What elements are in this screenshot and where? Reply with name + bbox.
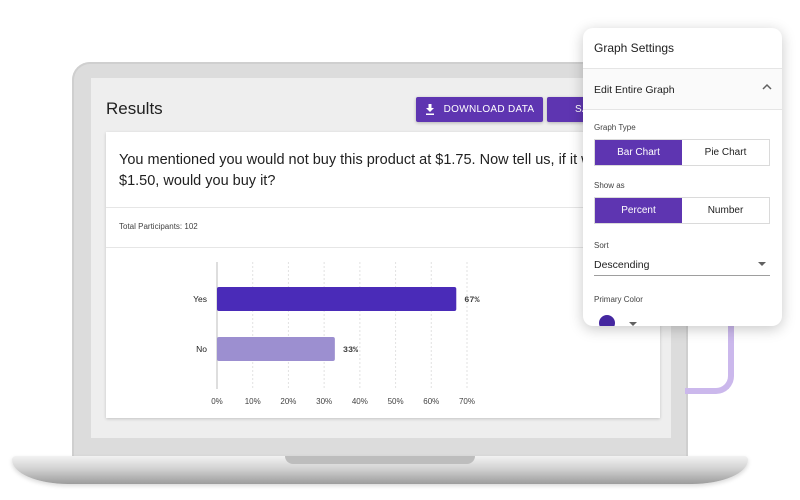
number-option[interactable]: Number: [682, 198, 769, 223]
laptop-screen: Results DOWNLOAD DATA SA You mentioned y…: [91, 78, 671, 438]
bar-yes: [217, 287, 457, 311]
x-tick-label: 10%: [245, 397, 261, 406]
bar-chart-option[interactable]: Bar Chart: [595, 140, 682, 165]
pie-chart-option[interactable]: Pie Chart: [682, 140, 769, 165]
show-as-toggle: Percent Number: [594, 197, 770, 224]
category-label: No: [196, 344, 207, 354]
chevron-up-icon[interactable]: [761, 81, 773, 93]
divider: [106, 207, 660, 208]
laptop-notch: [285, 456, 475, 464]
data-label: 33%: [343, 345, 359, 355]
sort-select[interactable]: Descending: [594, 259, 650, 271]
show-as-label: Show as: [594, 181, 625, 190]
graph-settings-panel: Graph Settings Edit Entire Graph Graph T…: [583, 28, 782, 326]
sort-label: Sort: [594, 241, 609, 250]
divider: [106, 247, 660, 248]
edit-entire-graph-header[interactable]: Edit Entire Graph: [583, 68, 782, 110]
graph-type-toggle: Bar Chart Pie Chart: [594, 139, 770, 166]
color-dropdown-arrow-icon[interactable]: [629, 322, 637, 326]
question-text: You mentioned you would not buy this pro…: [119, 152, 624, 189]
x-tick-label: 20%: [280, 397, 296, 406]
total-participants: Total Participants: 102: [119, 222, 198, 231]
x-tick-label: 50%: [388, 397, 404, 406]
data-label: 67%: [464, 295, 480, 305]
panel-title: Graph Settings: [594, 41, 675, 55]
category-label: Yes: [193, 294, 207, 304]
sort-dropdown-arrow-icon[interactable]: [758, 262, 766, 266]
download-data-button[interactable]: DOWNLOAD DATA: [416, 97, 543, 122]
percent-option[interactable]: Percent: [595, 198, 682, 223]
x-tick-label: 70%: [459, 397, 475, 406]
graph-type-label: Graph Type: [594, 123, 636, 132]
bar-no: [217, 337, 335, 361]
save-label: SA: [575, 104, 589, 115]
x-tick-label: 40%: [352, 397, 368, 406]
x-tick-label: 0%: [211, 397, 223, 406]
primary-color-label: Primary Color: [594, 295, 643, 304]
bar-chart: 0% 10% 20% 30% 40% 50% 60% 70% Yes 67% No 33%: [193, 262, 480, 406]
download-icon: [425, 104, 434, 115]
download-data-label: DOWNLOAD DATA: [443, 104, 535, 115]
results-card: You mentioned you would not buy this pro…: [106, 132, 660, 418]
edit-entire-graph-label: Edit Entire Graph: [594, 84, 675, 96]
page-title: Results: [106, 99, 163, 118]
connector-line: [685, 326, 734, 394]
x-tick-label: 30%: [316, 397, 332, 406]
sort-underline: [594, 275, 770, 276]
x-tick-label: 60%: [423, 397, 439, 406]
primary-color-swatch[interactable]: [599, 315, 615, 326]
